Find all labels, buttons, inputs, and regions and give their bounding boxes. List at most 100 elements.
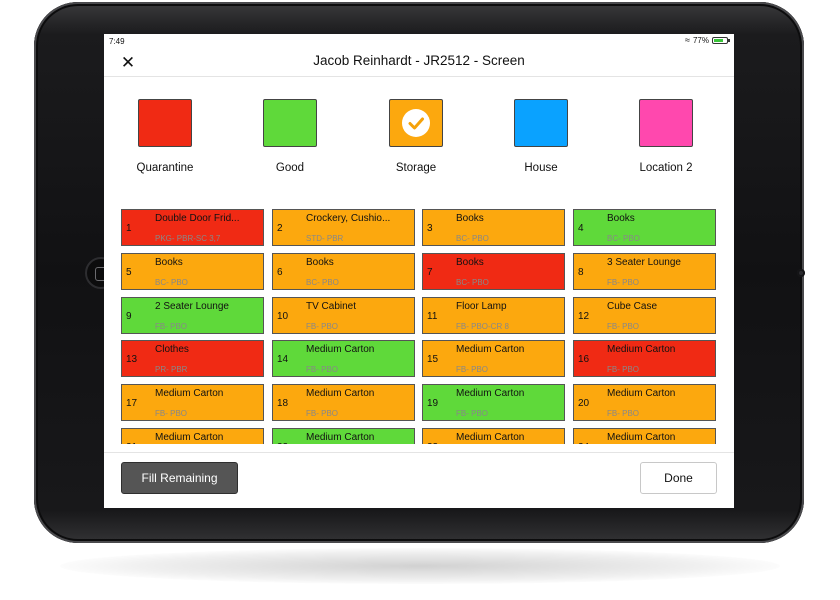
item-name: Medium Carton	[155, 432, 224, 443]
camera-icon	[797, 269, 805, 277]
checkmark-icon	[402, 109, 430, 137]
item-name: Double Door Frid...	[155, 213, 240, 224]
item-code: PKG- PBR-SC 3,7	[155, 234, 221, 243]
item-name: Floor Lamp	[456, 300, 507, 312]
item-number: 7	[427, 266, 433, 278]
item-cell[interactable]: 18 Medium Carton FB- PBO	[272, 384, 415, 422]
device-shadow	[60, 548, 780, 584]
item-code: FB- PBO	[155, 321, 188, 331]
item-name: Cube Case	[607, 300, 658, 312]
close-icon[interactable]: ✕	[120, 53, 136, 72]
page-title: Jacob Reinhardt - JR2512 - Screen	[313, 53, 525, 68]
item-cell[interactable]: 2 Crockery, Cushio... STD- PBR	[272, 209, 415, 246]
app-screen: 7:49 ≈ 77% ✕ Jacob Reinhardt - JR2512 - …	[104, 34, 734, 508]
item-number: 8	[578, 266, 584, 278]
item-number: 13	[126, 354, 138, 366]
item-cell[interactable]: 16 Medium Carton FB- PBO	[573, 340, 716, 378]
item-cell[interactable]: 9 2 Seater Lounge FB- PBO	[121, 296, 264, 334]
item-number: 2	[277, 223, 283, 234]
item-number: 17	[126, 398, 138, 410]
item-cell[interactable]: 15 Medium Carton FB- PBO	[422, 340, 565, 378]
item-name: Medium Carton	[456, 388, 525, 400]
location-option[interactable]: House	[501, 99, 581, 174]
item-number: 21	[126, 442, 137, 444]
location-swatch[interactable]	[639, 99, 693, 147]
item-cell[interactable]: 12 Cube Case FB- PBO	[573, 296, 716, 334]
item-name: Crockery, Cushio...	[306, 213, 391, 224]
item-cell[interactable]: 19 Medium Carton FB- PBO	[422, 384, 565, 422]
item-code: FB- PBO	[306, 409, 339, 419]
location-label: Location 2	[639, 162, 693, 174]
item-cell[interactable]: 4 Books BC- PBO	[573, 209, 716, 246]
item-code: STD- PBR	[306, 234, 344, 243]
item-name: Medium Carton	[306, 432, 375, 443]
item-name: Books	[607, 213, 635, 224]
item-number: 20	[578, 398, 590, 410]
item-code: FB- PBO	[306, 365, 339, 375]
item-name: 2 Seater Lounge	[155, 300, 229, 312]
location-swatch[interactable]	[514, 99, 568, 147]
item-number: 3	[427, 223, 433, 234]
item-code: FB- PBO	[456, 365, 489, 375]
battery-percent: 77%	[692, 36, 709, 45]
item-cell[interactable]: 3 Books BC- PBO	[422, 209, 565, 246]
item-number: 5	[126, 266, 132, 278]
item-number: 12	[578, 310, 590, 322]
item-cell[interactable]: 7 Books BC- PBO	[422, 252, 565, 290]
item-code: BC- PBO	[306, 277, 339, 287]
location-option[interactable]: Quarantine	[125, 99, 205, 174]
item-number: 9	[126, 310, 132, 322]
status-right: ≈ 77%	[685, 36, 730, 45]
done-button[interactable]: Done	[640, 462, 717, 494]
item-number: 16	[578, 354, 590, 366]
item-number: 4	[578, 223, 584, 234]
item-cell[interactable]: 14 Medium Carton FB- PBO	[272, 340, 415, 378]
item-cell[interactable]: 20 Medium Carton FB- PBO	[573, 384, 716, 422]
item-number: 18	[277, 398, 289, 410]
item-code: BC- PBO	[456, 234, 489, 243]
item-code: BC- PBO	[155, 277, 188, 287]
item-name: Medium Carton	[306, 388, 375, 400]
location-swatch[interactable]	[263, 99, 317, 147]
modal-header: ✕ Jacob Reinhardt - JR2512 - Screen	[104, 48, 734, 77]
item-cell[interactable]: 17 Medium Carton FB- PBO	[121, 384, 264, 422]
item-cell[interactable]: 6 Books BC- PBO	[272, 252, 415, 290]
fill-remaining-button[interactable]: Fill Remaining	[121, 462, 238, 494]
location-swatch[interactable]	[389, 99, 443, 147]
item-cell[interactable]: 1 Double Door Frid... PKG- PBR-SC 3,7	[121, 209, 264, 246]
item-code: BC- PBO	[607, 234, 640, 243]
item-code: FB- PBO-CR 8	[456, 321, 509, 331]
status-time: 7:49	[109, 37, 125, 46]
item-name: Medium Carton	[607, 432, 676, 443]
item-name: Medium Carton	[306, 344, 375, 356]
item-code: FB- PBO	[607, 277, 640, 287]
item-code: FB- PBO	[306, 321, 339, 331]
item-name: Medium Carton	[456, 344, 525, 356]
item-cell[interactable]: 10 TV Cabinet FB- PBO	[272, 296, 415, 334]
item-code: BC- PBO	[456, 277, 489, 287]
item-grid: 1 Double Door Frid... PKG- PBR-SC 3,7 2 Croc…	[121, 209, 721, 444]
item-name: TV Cabinet	[306, 300, 357, 312]
item-cell[interactable]: 8 3 Seater Lounge FB- PBO	[573, 252, 716, 290]
item-cell[interactable]: 5 Books BC- PBO	[121, 252, 264, 290]
item-cell[interactable]: 13 Clothes PR- PBR	[121, 340, 264, 378]
item-code: FB- PBO	[456, 409, 489, 419]
location-option[interactable]: Good	[250, 99, 330, 174]
item-code: FB- PBO	[607, 321, 640, 331]
item-name: Medium Carton	[456, 432, 525, 443]
item-name: Books	[306, 256, 334, 268]
item-cell[interactable]: 11 Floor Lamp FB- PBO-CR 8	[422, 296, 565, 334]
location-option[interactable]: Storage	[376, 99, 456, 174]
item-code: FB- PBO	[607, 409, 640, 419]
location-swatch[interactable]	[138, 99, 192, 147]
item-name: Medium Carton	[607, 344, 676, 356]
location-option[interactable]: Location 2	[626, 99, 706, 174]
item-number: 14	[277, 354, 289, 366]
item-name: Medium Carton	[155, 388, 224, 400]
location-label: House	[524, 162, 558, 174]
item-number: 11	[427, 310, 438, 322]
